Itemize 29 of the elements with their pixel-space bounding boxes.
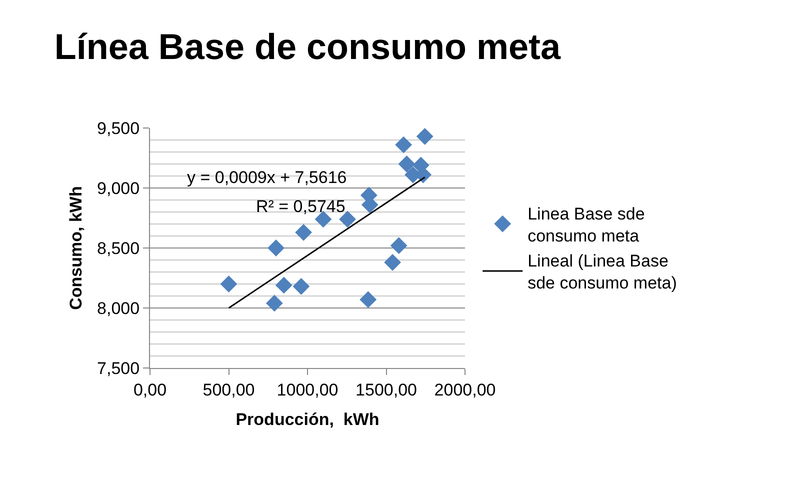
- x-axis-title: Producción, kWh: [236, 410, 380, 429]
- point: [268, 240, 284, 256]
- annotation: R² = 0,5745: [256, 197, 346, 216]
- chart-title: Línea Base de consumo meta: [54, 26, 562, 67]
- legend-label: Linea Base sde consumo meta: [528, 204, 645, 246]
- y-tick-label: 7,500: [97, 358, 140, 378]
- x-tick-label: 1500,00: [356, 380, 417, 400]
- y-tick-label: 9,000: [97, 178, 140, 198]
- point: [416, 128, 434, 145]
- y-tick-label: 8,000: [97, 298, 140, 318]
- point: [275, 276, 292, 294]
- point: [360, 291, 377, 308]
- point: [220, 276, 238, 292]
- point: [398, 156, 416, 172]
- point: [390, 237, 408, 254]
- x-tick-label: 0,00: [133, 380, 167, 400]
- annotation: y = 0,0009x + 7,5616: [187, 168, 347, 187]
- point: [395, 136, 412, 154]
- x-tick-label: 500,00: [202, 380, 255, 400]
- x-tick-label: 1000,00: [276, 380, 338, 400]
- y-axis-title: Consumo, kWh: [66, 186, 86, 310]
- point: [292, 278, 310, 295]
- x-tick-label: 2000,00: [434, 380, 496, 400]
- y-tick-label: 9,500: [97, 118, 140, 138]
- y-tick-label: 8,500: [97, 238, 140, 258]
- point: [384, 254, 401, 271]
- point: [295, 224, 312, 241]
- legend-label: Lineal (Linea Base sde consumo meta): [528, 252, 677, 293]
- point: [266, 294, 283, 312]
